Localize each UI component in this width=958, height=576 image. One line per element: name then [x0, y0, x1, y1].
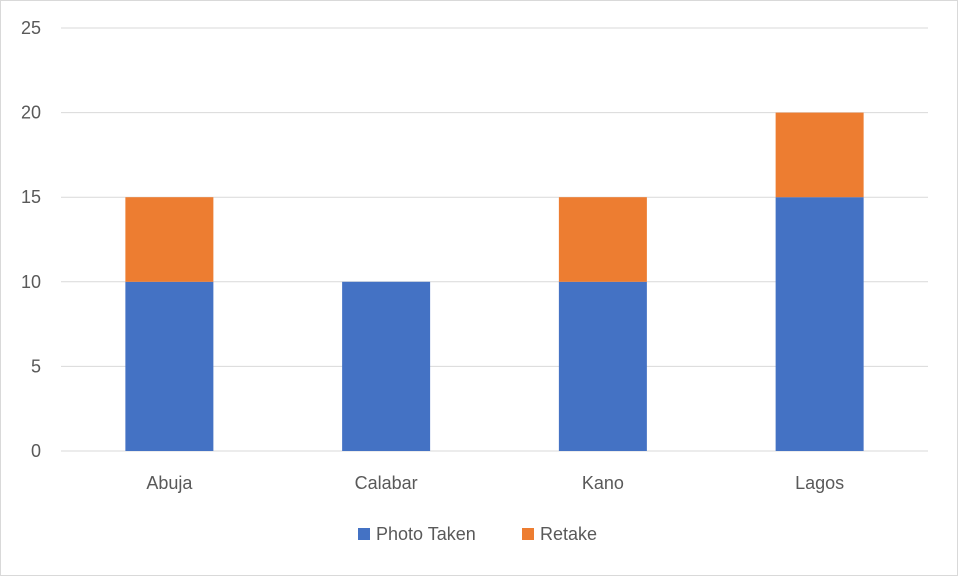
- bars: [125, 112, 864, 451]
- bar-photo-taken-lagos: [775, 197, 864, 451]
- y-tick-label: 25: [21, 18, 41, 38]
- y-tick-label: 15: [21, 187, 41, 207]
- x-tick-label: Calabar: [355, 473, 418, 493]
- bar-retake-lagos: [775, 112, 864, 198]
- legend-swatch-photo-taken: [358, 528, 370, 540]
- y-tick-label: 0: [31, 441, 41, 461]
- bar-photo-taken-kano: [558, 281, 647, 451]
- bar-retake-kano: [558, 197, 647, 282]
- bar-retake-abuja: [125, 197, 214, 282]
- legend-swatch-retake: [522, 528, 534, 540]
- y-axis-ticks: 0 5 10 15 20 25: [21, 18, 41, 461]
- y-tick-label: 5: [31, 356, 41, 376]
- x-tick-label: Abuja: [146, 473, 193, 493]
- y-tick-label: 20: [21, 103, 41, 123]
- y-tick-label: 10: [21, 272, 41, 292]
- legend-label-retake: Retake: [540, 524, 597, 544]
- legend: Photo Taken Retake: [358, 524, 597, 544]
- x-tick-label: Lagos: [795, 473, 844, 493]
- bar-photo-taken-calabar: [342, 281, 431, 451]
- legend-label-photo-taken: Photo Taken: [376, 524, 476, 544]
- x-axis-ticks: Abuja Calabar Kano Lagos: [146, 473, 844, 493]
- bar-photo-taken-abuja: [125, 281, 214, 451]
- x-tick-label: Kano: [582, 473, 624, 493]
